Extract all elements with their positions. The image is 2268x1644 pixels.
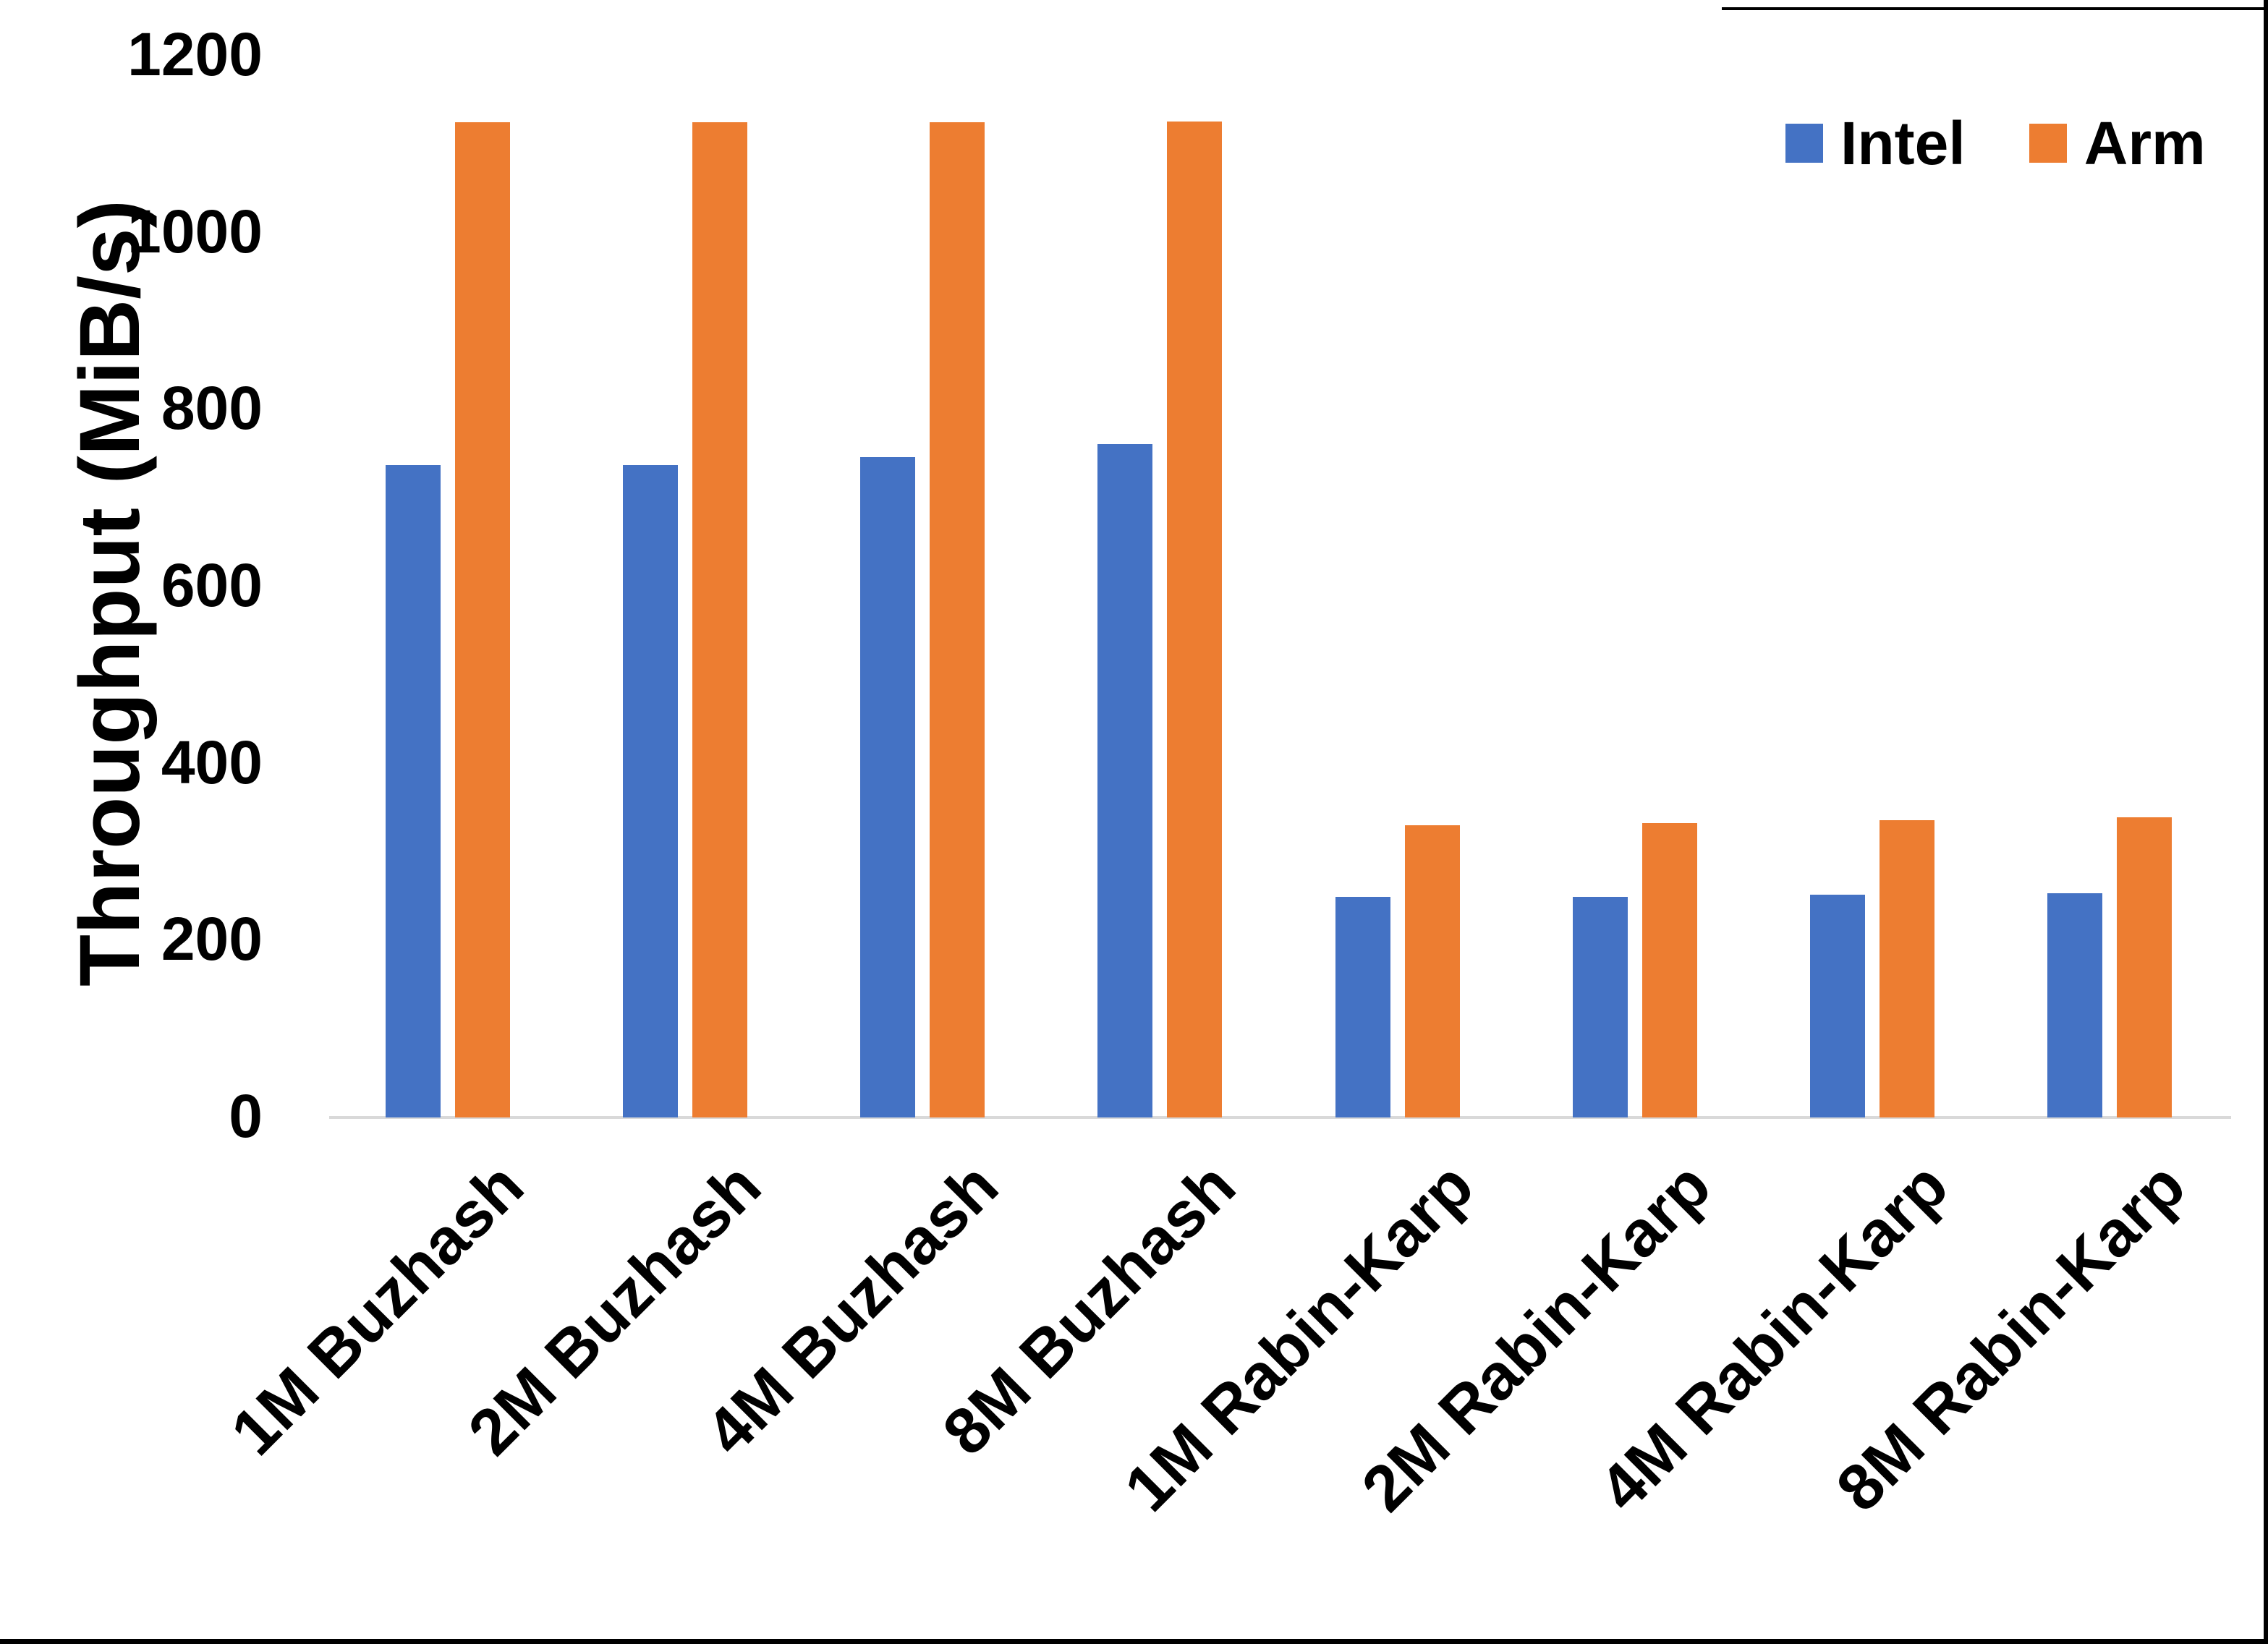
bar-intel-2m-buzhash [623,465,679,1117]
x-category-label-1m-buzhash: 1M Buzhash [217,1149,538,1470]
y-tick-label-600: 600 [161,551,263,619]
bar-intel-8m-buzhash [1097,444,1153,1117]
bar-arm-4m-rabin-karp [1879,819,1934,1117]
y-tick-label-200: 200 [161,905,263,974]
bar-intel-8m-rabin-karp [2047,893,2102,1117]
y-tick-label-0: 0 [229,1082,263,1150]
legend-swatch-arm-icon [2029,124,2067,163]
legend-item-arm: Arm [2029,108,2206,178]
bar-intel-4m-rabin-karp [1809,894,1865,1117]
x-axis-line [329,1116,2231,1119]
y-tick-label-800: 800 [161,374,263,443]
bar-intel-4m-buzhash [860,457,916,1117]
screenshot-top-border [1722,7,2268,10]
bar-arm-1m-buzhash [455,122,511,1117]
screenshot-bottom-border [0,1639,2268,1644]
y-tick-label-400: 400 [161,728,263,796]
bar-intel-1m-rabin-karp [1335,897,1390,1117]
legend-label-arm: Arm [2084,109,2206,177]
legend: Intel Arm [1785,108,2206,178]
y-tick-label-1200: 1200 [127,20,263,88]
legend-label-intel: Intel [1840,109,1966,177]
bar-arm-8m-rabin-karp [2116,817,2172,1117]
bar-arm-4m-buzhash [930,122,985,1117]
bar-arm-2m-rabin-karp [1641,822,1697,1117]
legend-swatch-intel-icon [1785,124,1823,163]
legend-item-intel: Intel [1785,108,1966,178]
bar-intel-1m-buzhash [386,465,441,1117]
screenshot-right-border [2264,0,2268,1644]
bar-intel-2m-rabin-karp [1572,897,1628,1117]
bar-arm-1m-rabin-karp [1404,825,1460,1117]
y-tick-label-1000: 1000 [127,197,263,265]
bar-arm-2m-buzhash [692,122,748,1117]
bar-arm-8m-buzhash [1167,121,1223,1117]
